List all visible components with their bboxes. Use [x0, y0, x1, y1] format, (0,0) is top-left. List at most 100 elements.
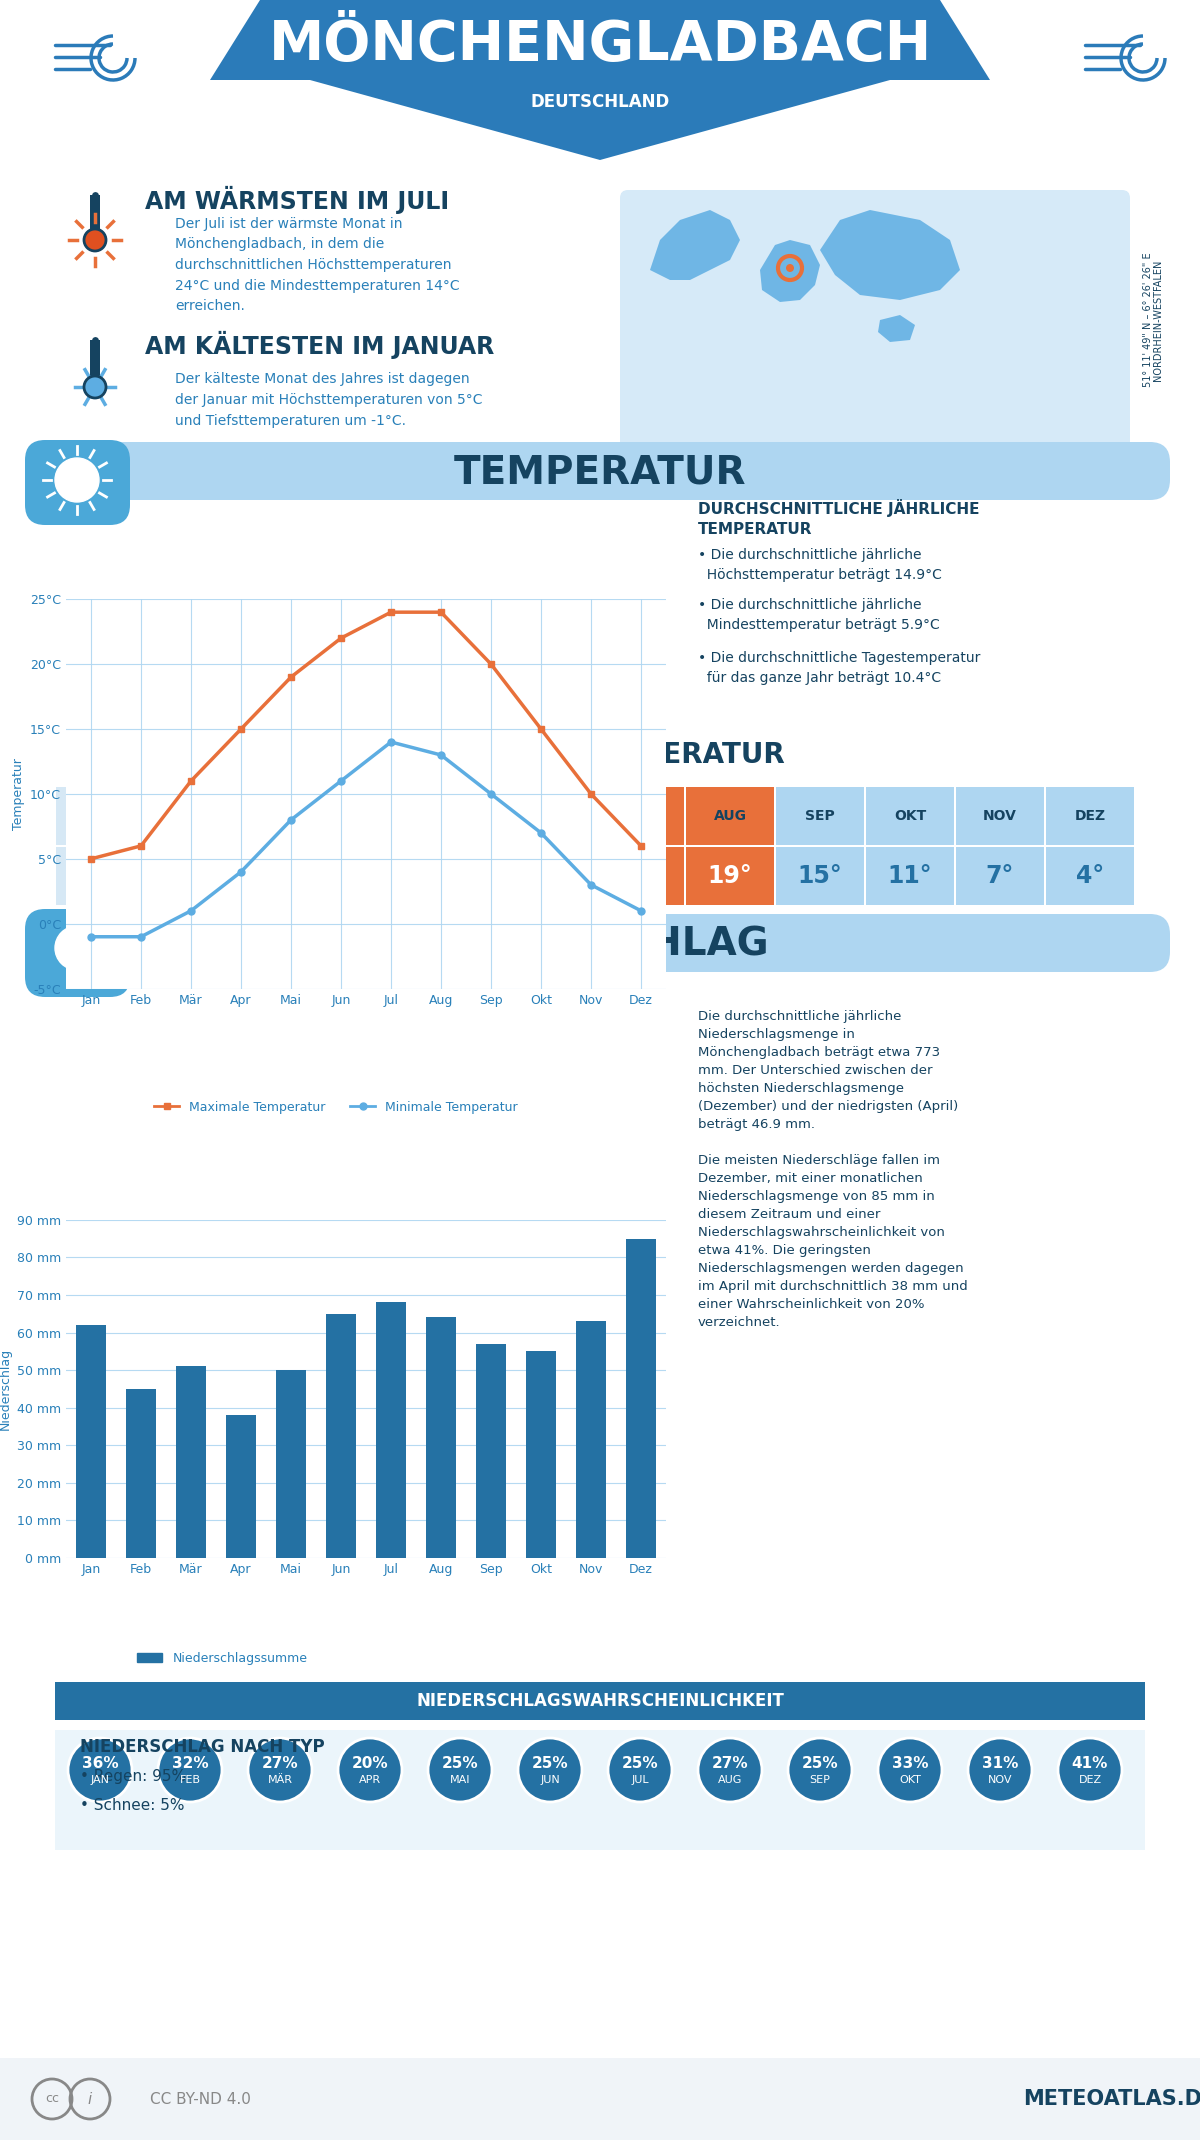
Bar [56, 847, 144, 905]
Bar [126, 1389, 156, 1558]
Text: • Die durchschnittliche Tagestemperatur
  für das ganze Jahr beträgt 10.4°C: • Die durchschnittliche Tagestemperatur … [698, 651, 980, 685]
Circle shape [878, 1738, 942, 1802]
Text: 31%: 31% [982, 1757, 1018, 1772]
Bar [0, 0, 1200, 90]
Polygon shape [878, 315, 916, 342]
Text: 3°: 3° [176, 865, 204, 888]
Text: DEUTSCHLAND: DEUTSCHLAND [530, 92, 670, 111]
Circle shape [68, 1738, 132, 1802]
Bar [506, 847, 594, 905]
Bar [146, 788, 234, 845]
Bar [776, 788, 864, 845]
Text: 4°: 4° [1076, 865, 1104, 888]
Bar [276, 1370, 306, 1558]
Text: OKT: OKT [899, 1774, 920, 1785]
Bar [56, 788, 144, 845]
Circle shape [158, 1738, 222, 1802]
FancyBboxPatch shape [30, 914, 1170, 972]
Circle shape [968, 1738, 1032, 1802]
Text: NOV: NOV [988, 1774, 1013, 1785]
Polygon shape [650, 210, 740, 280]
Text: SEP: SEP [810, 1774, 830, 1785]
Text: OKT: OKT [894, 809, 926, 824]
Circle shape [518, 1738, 582, 1802]
Bar [686, 847, 774, 905]
Text: AM KÄLTESTEN IM JANUAR: AM KÄLTESTEN IM JANUAR [145, 332, 494, 360]
Text: MÄR: MÄR [268, 1774, 293, 1785]
Text: i: i [88, 2091, 92, 2106]
Bar [416, 788, 504, 845]
Polygon shape [820, 210, 960, 300]
Y-axis label: Temperatur: Temperatur [12, 758, 24, 830]
Text: 11°: 11° [888, 865, 932, 888]
Bar [376, 1303, 406, 1558]
Text: 27%: 27% [262, 1757, 299, 1772]
Bar [90, 195, 100, 238]
Bar [76, 1325, 106, 1558]
Text: 27%: 27% [712, 1757, 749, 1772]
Bar [866, 788, 954, 845]
Text: 2°: 2° [86, 865, 114, 888]
Text: MÄR: MÄR [263, 809, 298, 824]
Bar [326, 1314, 356, 1558]
Text: TEMPERATUR: TEMPERATUR [454, 454, 746, 490]
Bar [0, 2059, 1200, 2140]
Bar [0, 160, 1200, 460]
Text: 41%: 41% [1072, 1757, 1108, 1772]
Text: 36%: 36% [82, 1757, 119, 1772]
Text: JUL: JUL [628, 809, 653, 824]
Text: 33%: 33% [892, 1757, 929, 1772]
Bar [626, 1239, 656, 1558]
Bar [326, 847, 414, 905]
Bar [576, 1320, 606, 1558]
Bar [226, 1415, 256, 1558]
Text: SEP: SEP [805, 809, 835, 824]
Text: APR: APR [359, 1774, 382, 1785]
Text: JAN: JAN [86, 809, 114, 824]
Text: DEZ: DEZ [1079, 1774, 1102, 1785]
Text: DURCHSCHNITTLICHE JÄHRLICHE
TEMPERATUR: DURCHSCHNITTLICHE JÄHRLICHE TEMPERATUR [698, 499, 979, 537]
Text: NOV: NOV [983, 809, 1016, 824]
Circle shape [428, 1738, 492, 1802]
Polygon shape [760, 240, 820, 302]
Text: JUL: JUL [631, 1774, 649, 1785]
Text: cc: cc [46, 2093, 59, 2106]
Text: JUN: JUN [536, 809, 564, 824]
Bar [1046, 847, 1134, 905]
Text: CC BY-ND 4.0: CC BY-ND 4.0 [150, 2091, 251, 2106]
Text: 51° 11' 49" N – 6° 26' 26" E: 51° 11' 49" N – 6° 26' 26" E [1142, 253, 1153, 387]
Text: 25%: 25% [622, 1757, 659, 1772]
Text: FEB: FEB [175, 809, 205, 824]
Text: 6°: 6° [266, 865, 294, 888]
Text: • Die durchschnittliche jährliche
  Höchsttemperatur beträgt 14.9°C: • Die durchschnittliche jährliche Höchst… [698, 548, 942, 582]
Text: 19°: 19° [708, 865, 752, 888]
Bar [686, 788, 774, 845]
Text: Die durchschnittliche jährliche
Niederschlagsmenge in
Mönchengladbach beträgt et: Die durchschnittliche jährliche Niedersc… [698, 1010, 967, 1329]
Text: AUG: AUG [714, 809, 746, 824]
Text: 25%: 25% [802, 1757, 839, 1772]
Text: NORDRHEIN-WESTFALEN: NORDRHEIN-WESTFALEN [1153, 259, 1163, 381]
Text: JAN: JAN [90, 1774, 109, 1785]
Circle shape [55, 458, 98, 503]
Text: 13°: 13° [438, 865, 482, 888]
Text: DEZ: DEZ [1074, 809, 1105, 824]
Polygon shape [310, 79, 890, 160]
Circle shape [788, 1738, 852, 1802]
Text: AM WÄRMSTEN IM JULI: AM WÄRMSTEN IM JULI [145, 186, 449, 214]
Text: • Die durchschnittliche jährliche
  Mindesttemperatur beträgt 5.9°C: • Die durchschnittliche jährliche Mindes… [698, 599, 940, 631]
Text: FEB: FEB [180, 1774, 200, 1785]
Text: 32%: 32% [172, 1757, 209, 1772]
Bar [526, 1350, 556, 1558]
Text: JUN: JUN [540, 1774, 560, 1785]
Circle shape [608, 1738, 672, 1802]
Circle shape [55, 927, 98, 969]
Circle shape [248, 1738, 312, 1802]
FancyBboxPatch shape [620, 190, 1130, 449]
FancyBboxPatch shape [30, 443, 1170, 501]
Text: METEOATLAS.DE: METEOATLAS.DE [1024, 2089, 1200, 2110]
Text: • Regen: 95%: • Regen: 95% [80, 1770, 186, 1785]
Circle shape [338, 1738, 402, 1802]
Text: TÄGLICHE TEMPERATUR: TÄGLICHE TEMPERATUR [415, 740, 785, 768]
Bar [506, 788, 594, 845]
Y-axis label: Niederschlag: Niederschlag [0, 1348, 11, 1430]
